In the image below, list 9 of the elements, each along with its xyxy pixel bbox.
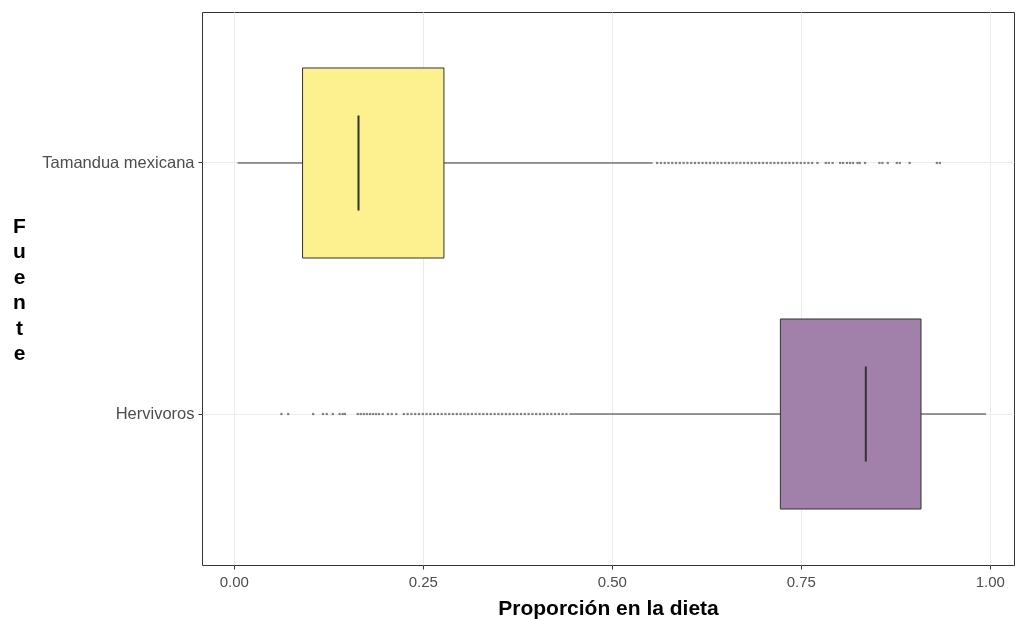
x-tick-label: 1.00 [975,572,1005,590]
x-tick-label: 0.25 [408,572,438,590]
y-tick-label: Tamandua mexicana [42,152,196,171]
x-tick-label: 0.00 [219,572,249,590]
x-tick-label: 0.50 [597,572,627,590]
y-tick-label: Hervivoros [115,404,195,423]
x-tick-label: 0.75 [786,572,816,590]
x-axis-title: Proporción en la dieta [498,595,720,619]
y-axis-title: Fuente [13,213,27,364]
